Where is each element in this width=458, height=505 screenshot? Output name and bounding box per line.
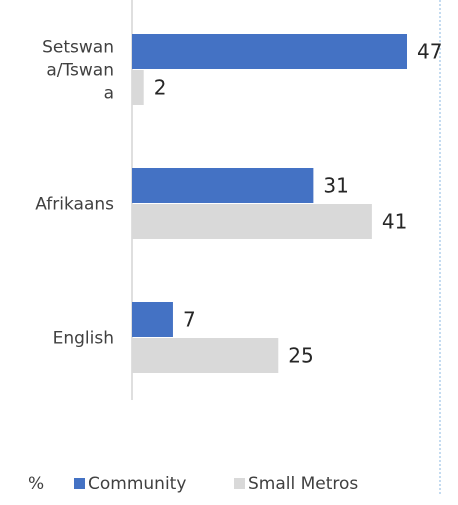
legend-percent-label: %: [28, 474, 44, 494]
bar-small-metros: [132, 204, 372, 239]
data-label-small-metros: 2: [154, 76, 167, 100]
data-label-community: 31: [323, 174, 348, 198]
data-label-small-metros: 41: [382, 210, 407, 234]
legend-swatch-small-metros: [234, 478, 245, 489]
category-label: Setswan a/Tswan a: [42, 38, 114, 104]
bar-community: [132, 168, 314, 203]
legend-swatch-community: [74, 478, 85, 489]
legend-label-community: Community: [88, 474, 186, 494]
bar-community: [132, 34, 407, 69]
category-label: English: [53, 329, 114, 349]
data-label-small-metros: 25: [288, 344, 313, 368]
legend-label-small-metros: Small Metros: [248, 474, 358, 494]
bar-community: [132, 302, 173, 337]
bars-layer: [132, 34, 407, 373]
data-label-community: 7: [183, 308, 196, 332]
bar-small-metros: [132, 338, 279, 373]
legend: % Community Small Metros: [28, 474, 358, 494]
labels-layer: Setswan a/Tswan a 47 2 Afrikaans 31 41 English 7 2…: [35, 38, 442, 368]
category-label: Afrikaans: [35, 195, 114, 215]
data-label-community: 47: [417, 40, 442, 64]
bar-small-metros: [132, 70, 144, 105]
